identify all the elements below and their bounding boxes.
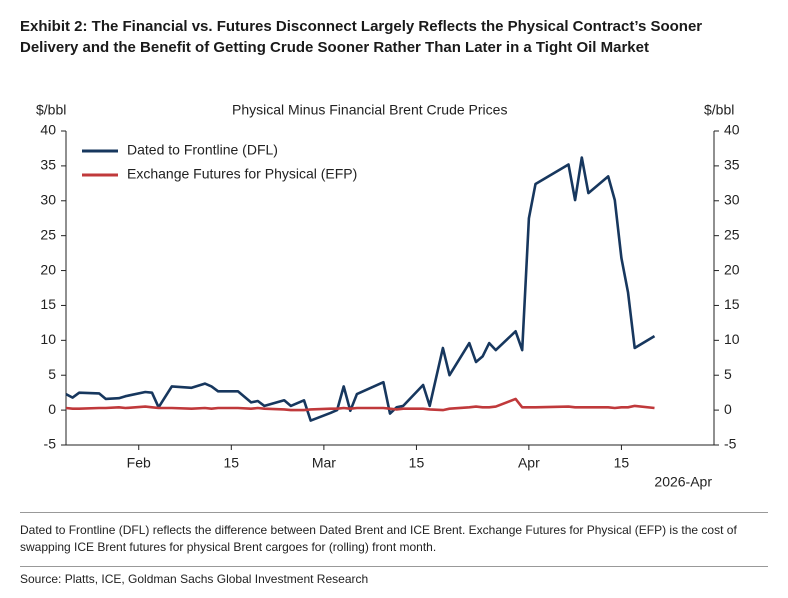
x-tick-label: 15: [224, 455, 240, 471]
footnote: Dated to Frontline (DFL) reflects the di…: [20, 523, 737, 554]
x-tick-label: 15: [409, 455, 425, 471]
legend-label: Dated to Frontline (DFL): [127, 142, 278, 158]
divider: [20, 566, 768, 567]
line-series: [65, 397, 655, 412]
source: Source: Platts, ICE, Goldman Sachs Globa…: [20, 572, 369, 586]
line-series: [65, 156, 656, 422]
y-tick-label: 25: [40, 226, 56, 242]
divider: [20, 512, 768, 513]
y2-tick-label: 35: [724, 157, 740, 173]
x-tick-label: Mar: [312, 455, 336, 471]
y2-tick-label: 40: [724, 122, 740, 138]
y-tick-label: 0: [48, 401, 56, 417]
y2-tick-label: 15: [724, 296, 740, 312]
y-tick-label: 20: [40, 261, 56, 277]
x-tick-label: 15: [614, 455, 630, 471]
y2-tick-label: 10: [724, 331, 740, 347]
y2-tick-label: 20: [724, 261, 740, 277]
legend-label: Exchange Futures for Physical (EFP): [127, 166, 357, 182]
y2-tick-label: 0: [724, 401, 732, 417]
y-tick-label: 10: [40, 331, 56, 347]
y-tick-label: 5: [48, 366, 56, 382]
x-tick-label: Apr: [518, 455, 540, 471]
y-tick-label: 30: [40, 191, 56, 207]
y-tick-label: 40: [40, 122, 56, 138]
y2-tick-label: -5: [724, 436, 737, 452]
y-tick-label: 15: [40, 296, 56, 312]
chart-title: Physical Minus Financial Brent Crude Pri…: [232, 102, 507, 118]
chart: Physical Minus Financial Brent Crude Pri…: [36, 102, 740, 490]
y-axis-label: $/bbl: [36, 102, 66, 118]
x-tick-label: Feb: [127, 455, 151, 471]
y2-tick-label: 30: [724, 191, 740, 207]
x-axis-note: 2026-Apr: [654, 474, 712, 490]
y-tick-label: -5: [44, 436, 57, 452]
y2-tick-label: 5: [724, 366, 732, 382]
y2-tick-label: 25: [724, 226, 740, 242]
y-tick-label: 35: [40, 157, 56, 173]
y2-axis-label: $/bbl: [704, 102, 734, 118]
exhibit-title: Exhibit 2: The Financial vs. Futures Dis…: [20, 18, 703, 56]
